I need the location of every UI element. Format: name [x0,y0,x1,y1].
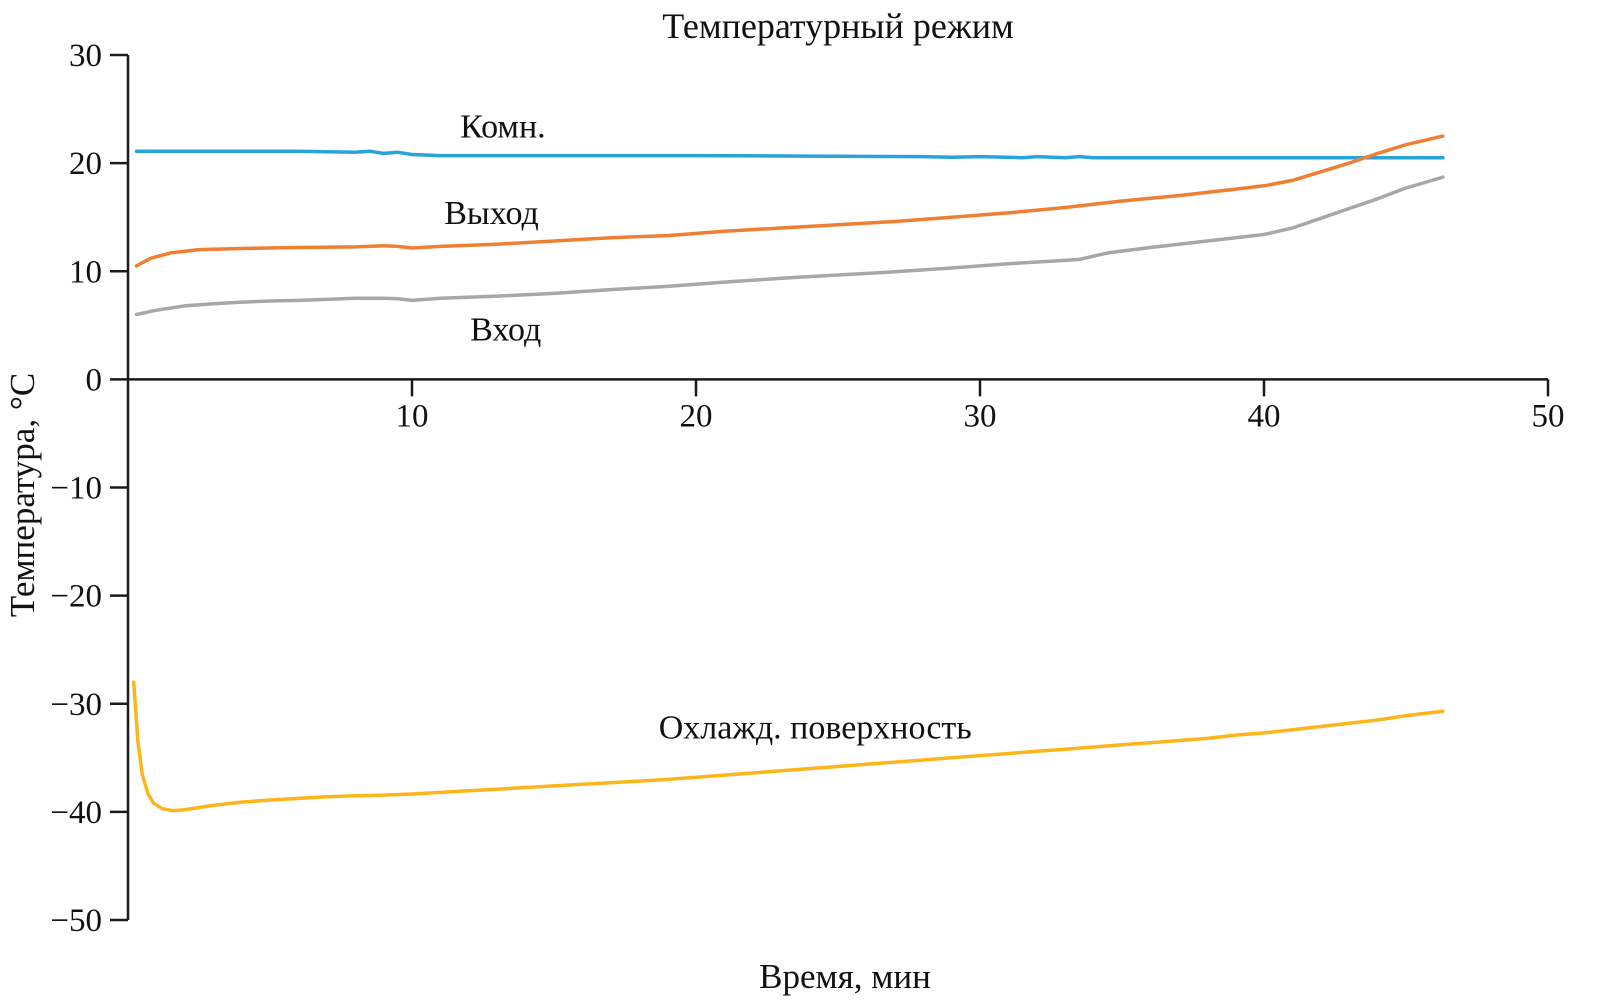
series-labels: Комн. Выход Вход Охлажд. поверхность [444,108,972,746]
y-axis-label: Температура, °C [3,373,42,617]
axes: 30 20 10 0 −10 −20 −30 −40 −50 10 20 30 40 50 [50,38,1564,939]
y-tick-label: 10 [69,254,102,290]
y-tick-label: −20 [50,579,102,615]
series-label: Выход [444,195,539,232]
series-label: Охлажд. поверхность [659,709,972,746]
series-label: Комн. [460,108,546,145]
y-tick-label: 0 [86,362,103,398]
y-tick-label: 20 [69,146,102,182]
series-line [131,680,1445,813]
y-tick-label: −40 [50,795,102,831]
x-tick-label: 20 [680,398,713,434]
series-label: Вход [470,312,541,349]
y-tick-label: 30 [69,38,102,74]
x-tick-label: 40 [1248,398,1281,434]
y-tick-label: −50 [50,903,102,939]
x-axis-label: Время, мин [759,957,931,996]
x-tick-label: 50 [1532,398,1565,434]
x-tick-label: 30 [964,398,997,434]
y-tick-label: −30 [50,687,102,723]
y-tick-label: −10 [50,471,102,507]
series-lines [131,134,1445,813]
series-line [134,134,1445,268]
x-tick-label: 10 [396,398,429,434]
series-line [134,149,1445,160]
series-line [134,175,1445,317]
chart-title: Температурный режим [662,6,1014,46]
